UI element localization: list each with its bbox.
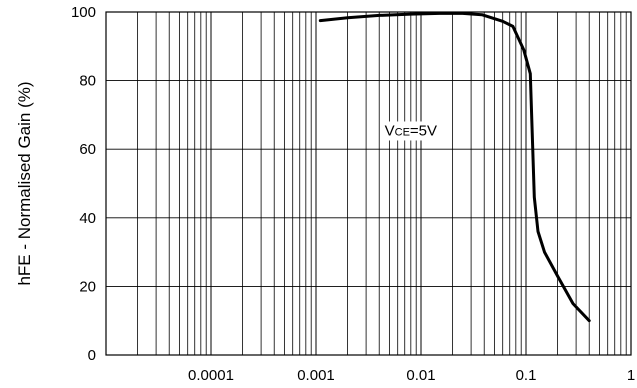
y-axis-label: hFE - Normalised Gain (%) — [15, 81, 34, 285]
y-tick-label: 0 — [88, 347, 96, 364]
grid — [106, 12, 631, 355]
x-tick-label: 0.01 — [406, 367, 435, 384]
plot-frame — [105, 11, 632, 356]
x-tick-label: 0.1 — [516, 367, 537, 384]
tick-labels: 0.0001 0.001 0.01 0.1 1 0 20 40 60 80 100 — [71, 4, 635, 384]
y-tick-label: 40 — [79, 210, 96, 227]
gain-curve-line — [318, 11, 591, 323]
annotation-background — [381, 121, 441, 141]
y-tick-label: 60 — [79, 141, 96, 158]
x-tick-label: 0.001 — [297, 367, 335, 384]
annotation-group: VCE=5V — [381, 121, 441, 141]
series-group — [318, 11, 591, 323]
y-tick-label: 20 — [79, 278, 96, 295]
x-tick-label: 1 — [627, 367, 635, 384]
y-tick-label: 100 — [71, 4, 96, 21]
x-tick-label: 0.0001 — [188, 367, 234, 384]
annotation-label: VCE=5V — [385, 122, 437, 139]
y-tick-label: 80 — [79, 73, 96, 90]
